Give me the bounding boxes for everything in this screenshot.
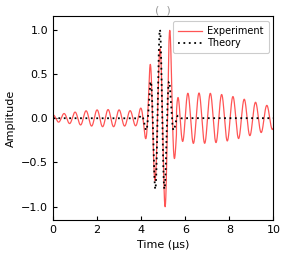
Y-axis label: Amplitude: Amplitude xyxy=(5,90,15,147)
Legend: Experiment, Theory: Experiment, Theory xyxy=(173,21,269,53)
Theory xyxy=(158,28,162,31)
Experiment xyxy=(163,205,167,208)
Line: Theory: Theory xyxy=(53,30,273,189)
Theory xyxy=(62,117,66,120)
Experiment xyxy=(272,126,275,130)
Experiment xyxy=(215,140,218,143)
Experiment xyxy=(227,136,230,139)
Experiment xyxy=(182,137,185,140)
Theory xyxy=(182,117,185,120)
Experiment xyxy=(131,116,134,119)
Experiment xyxy=(62,112,66,115)
Line: Experiment: Experiment xyxy=(53,30,273,207)
Theory xyxy=(51,117,55,120)
Theory xyxy=(272,117,275,120)
Theory xyxy=(163,188,166,191)
Experiment xyxy=(168,29,172,32)
Experiment xyxy=(191,142,195,145)
Title: (  ): ( ) xyxy=(155,6,171,16)
Theory xyxy=(191,117,195,120)
Theory xyxy=(215,117,218,120)
Experiment xyxy=(51,113,55,116)
Theory xyxy=(227,117,230,120)
Theory xyxy=(131,117,134,120)
X-axis label: Time (μs): Time (μs) xyxy=(137,240,189,250)
